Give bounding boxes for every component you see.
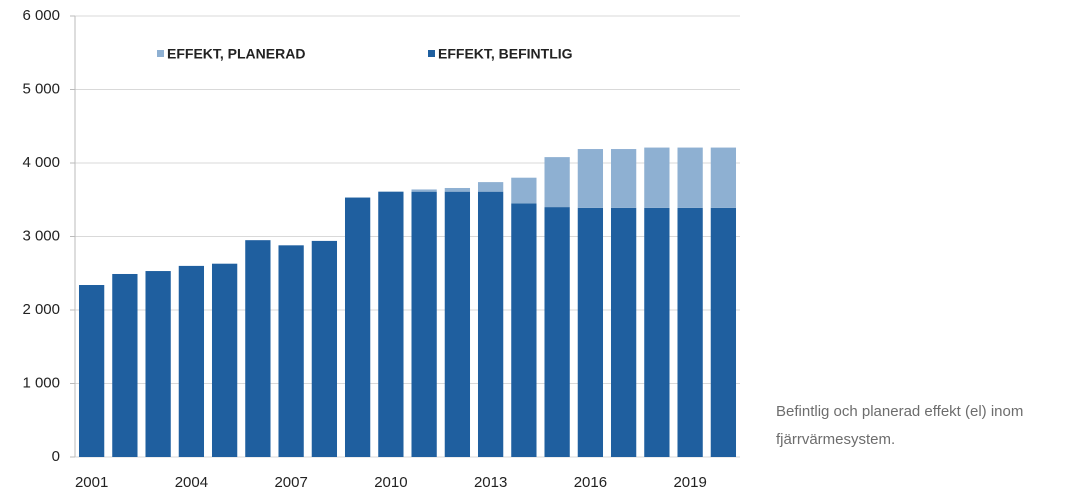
bar-segment — [577, 207, 604, 457]
bar-segment — [677, 207, 703, 457]
bar-segment — [511, 203, 537, 457]
bar-segment — [378, 191, 404, 458]
y-tick-label: 2 000 — [22, 301, 60, 318]
caption: Befintlig och planerad effekt (el) inom … — [776, 403, 1024, 448]
bar-segment — [710, 147, 737, 208]
x-tick-label: 2004 — [175, 474, 208, 491]
bar-segment — [245, 240, 271, 457]
bar-segment — [411, 191, 437, 458]
bar-segment — [211, 263, 238, 457]
bar-segment — [677, 147, 703, 208]
bar-segment — [411, 189, 437, 192]
x-tick-label: 2010 — [374, 474, 407, 491]
bar-segment — [112, 273, 138, 457]
x-tick-label: 2013 — [474, 474, 507, 491]
legend-label: EFFEKT, BEFINTLIG — [438, 46, 573, 62]
bar-segment — [344, 197, 371, 458]
bar-segment — [544, 207, 570, 457]
bar-segment — [145, 271, 171, 457]
legend-label: EFFEKT, PLANERAD — [167, 46, 305, 62]
y-tick-label: 0 — [52, 448, 60, 465]
bar-segment — [78, 285, 105, 457]
x-tick-label: 2001 — [75, 474, 108, 491]
x-tick-label: 2019 — [673, 474, 706, 491]
y-tick-label: 6 000 — [22, 7, 60, 24]
bar-segment — [178, 265, 205, 457]
bar-segment — [644, 207, 670, 457]
bar-segment — [511, 177, 537, 204]
x-tick-label: 2007 — [274, 474, 307, 491]
legend-swatch — [157, 50, 164, 57]
x-tick-label: 2016 — [574, 474, 607, 491]
y-tick-label: 4 000 — [22, 154, 60, 171]
y-tick-label: 3 000 — [22, 227, 60, 244]
bar-segment — [311, 240, 338, 457]
legend-swatch — [428, 50, 435, 57]
bar-segment — [444, 187, 471, 192]
bar-segment — [610, 207, 637, 457]
bar-segment — [610, 149, 637, 208]
bar-segment — [278, 245, 304, 457]
bar-segment — [444, 191, 471, 458]
bar-segment — [477, 191, 504, 458]
bar-segment — [710, 207, 737, 457]
y-tick-label: 1 000 — [22, 374, 60, 391]
bar-segment — [544, 157, 570, 208]
y-tick-label: 5 000 — [22, 80, 60, 97]
bar-segment — [644, 147, 670, 208]
bar-segment — [477, 182, 504, 192]
bar-segment — [577, 149, 604, 208]
